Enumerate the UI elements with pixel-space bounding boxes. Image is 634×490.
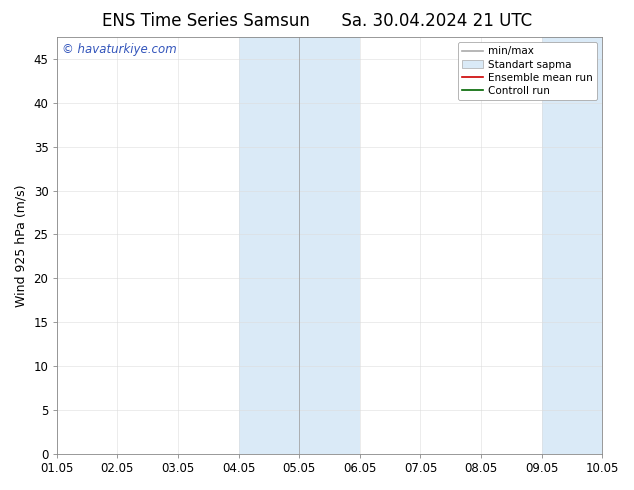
Text: ENS Time Series Samsun      Sa. 30.04.2024 21 UTC: ENS Time Series Samsun Sa. 30.04.2024 21… <box>102 12 532 30</box>
Bar <box>541 37 602 454</box>
Text: © havaturkiye.com: © havaturkiye.com <box>62 43 177 56</box>
Bar <box>238 37 299 454</box>
Y-axis label: Wind 925 hPa (m/s): Wind 925 hPa (m/s) <box>15 184 28 307</box>
Legend: min/max, Standart sapma, Ensemble mean run, Controll run: min/max, Standart sapma, Ensemble mean r… <box>458 42 597 100</box>
Bar <box>299 37 360 454</box>
